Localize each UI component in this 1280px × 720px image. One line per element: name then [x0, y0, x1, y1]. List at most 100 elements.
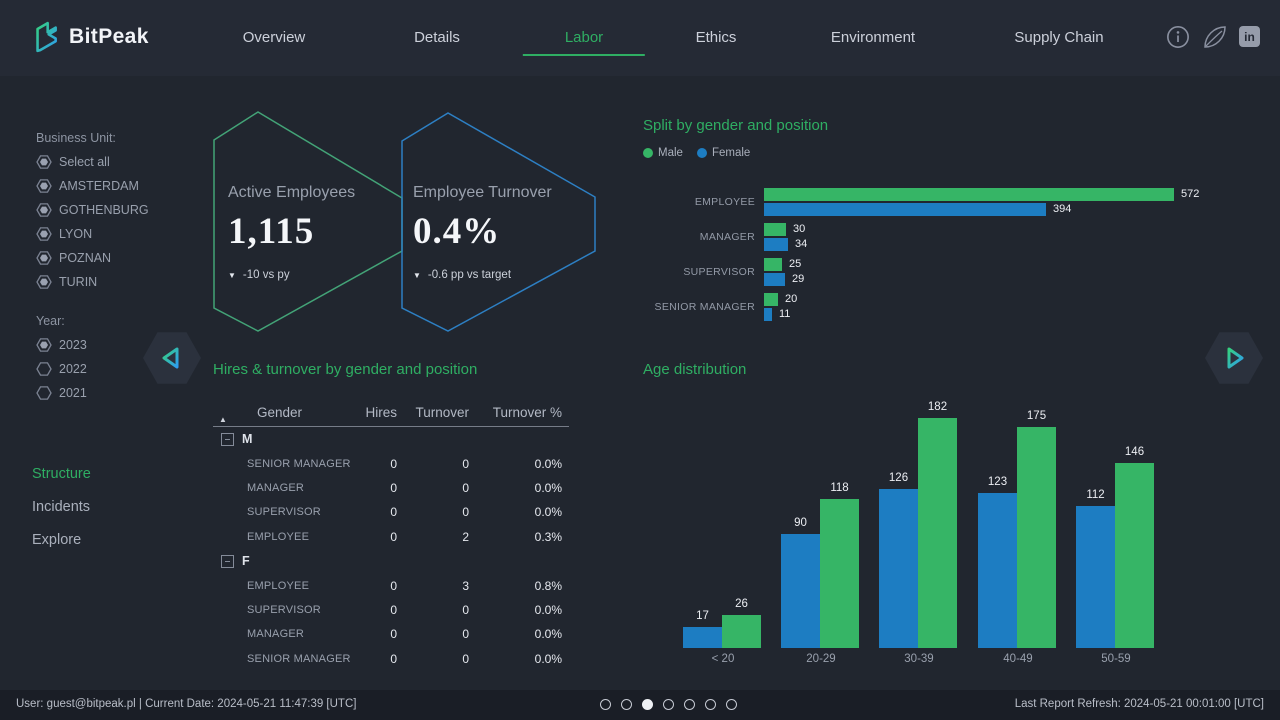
position-cell: SENIOR MANAGER	[247, 457, 351, 470]
table-row: SUPERVISOR 0 0 0.0%	[213, 500, 569, 524]
business-unit-option-poznan[interactable]: POZNAN	[36, 246, 149, 270]
page-dot-5[interactable]	[684, 699, 695, 710]
bar-value-label: 20	[785, 293, 798, 305]
female-bar[interactable]: 90	[781, 517, 820, 648]
bar-value-label: 34	[795, 238, 808, 250]
turnover-pct-cell: 0.0%	[534, 456, 562, 471]
bar-value-label: 394	[1053, 203, 1072, 215]
bar-value-label: 146	[1124, 446, 1145, 458]
page-dot-7[interactable]	[726, 699, 737, 710]
year-filter: Year: 2023 2022 2021	[36, 309, 87, 405]
turnover-pct-cell: 0.0%	[534, 480, 562, 495]
refresh-timestamp-text: Last Report Refresh: 2024-05-21 00:01:00…	[1014, 698, 1264, 710]
business-unit-option-lyon[interactable]: LYON	[36, 222, 149, 246]
male-bar[interactable]: 182	[918, 401, 957, 648]
table-group-row-m: M	[213, 427, 569, 451]
sort-ascending-icon[interactable]: ▲	[219, 415, 227, 424]
column-header-hires[interactable]: Hires	[365, 405, 397, 420]
kpi-hexagon-outlines	[213, 111, 596, 332]
male-bar[interactable]: 146	[1115, 446, 1154, 648]
nav-tab-ethics[interactable]: Ethics	[695, 29, 737, 46]
nav-tab-overview[interactable]: Overview	[242, 29, 306, 46]
group-label: F	[242, 554, 250, 569]
page-dot-1[interactable]	[600, 699, 611, 710]
legend-male[interactable]: Male	[643, 147, 683, 159]
nav-tab-labor[interactable]: Labor	[564, 29, 604, 46]
sidebar-page-structure[interactable]: Structure	[32, 466, 91, 482]
year-option-2021[interactable]: 2021	[36, 381, 87, 405]
page-dot-4[interactable]	[663, 699, 674, 710]
female-bar[interactable]: 123	[978, 476, 1017, 648]
year-option-label: 2021	[59, 386, 87, 400]
female-bar[interactable]: 126	[879, 472, 918, 648]
business-unit-option-gothenburg[interactable]: GOTHENBURG	[36, 198, 149, 222]
kpi-label: Employee Turnover	[413, 184, 552, 201]
gender-bar-pair: 25 29	[764, 257, 1243, 286]
gender-bar-pair: 20 11	[764, 292, 1243, 321]
year-option-2023[interactable]: 2023	[36, 333, 87, 357]
male-bar[interactable]: 175	[1017, 410, 1056, 648]
page-dot-3[interactable]	[642, 699, 653, 710]
bar-line: 25	[764, 257, 1243, 271]
gender-chart-legend: Male Female	[643, 147, 750, 159]
gender-bar-pair: 30 34	[764, 222, 1243, 251]
page-dot-2[interactable]	[621, 699, 632, 710]
turnover-pct-cell: 0.3%	[534, 529, 562, 544]
age-group-20: 17 26	[683, 598, 761, 648]
business-unit-option-turin[interactable]: TURIN	[36, 270, 149, 294]
male-bar[interactable]	[764, 292, 778, 306]
age-group-2029: 90 118	[781, 482, 859, 648]
column-header-turnover[interactable]: Turnover	[415, 405, 469, 420]
year-option-2022[interactable]: 2022	[36, 357, 87, 381]
business-unit-filter: Business Unit: Select all AMSTERDAM GOTHEN…	[36, 126, 149, 294]
male-bar[interactable]	[764, 187, 1174, 201]
male-bar[interactable]	[764, 257, 782, 271]
male-bar[interactable]: 118	[820, 482, 859, 648]
column-header-turnover[interactable]: Turnover %	[492, 405, 562, 420]
business-unit-option-amsterdam[interactable]: AMSTERDAM	[36, 174, 149, 198]
next-page-arrow[interactable]	[1205, 332, 1263, 384]
male-bar[interactable]: 26	[722, 598, 761, 648]
bar-value-label: 118	[830, 482, 849, 494]
female-bar[interactable]	[764, 272, 785, 286]
table-row: SUPERVISOR 0 0 0.0%	[213, 598, 569, 622]
hexagon-radio-icon	[36, 178, 52, 194]
kpi-cards: Active Employees 1,115 ▼ -10 vs py Emplo…	[195, 106, 615, 346]
bar-line: 20	[764, 292, 1243, 306]
female-bar[interactable]	[764, 307, 772, 321]
column-header-gender[interactable]: Gender	[257, 405, 303, 420]
info-icon[interactable]	[1166, 25, 1190, 49]
business-unit-option-select-all[interactable]: Select all	[36, 150, 149, 174]
age-category-label: 30-39	[904, 653, 934, 665]
table-header-row[interactable]: ▲ Gender Hires Turnover Turnover %	[213, 388, 569, 427]
collapse-icon[interactable]	[221, 432, 234, 446]
hires-cell: 0	[390, 480, 397, 495]
nav-tab-details[interactable]: Details	[414, 29, 460, 46]
sidebar-page-incidents[interactable]: Incidents	[32, 499, 91, 515]
collapse-icon[interactable]	[221, 554, 234, 568]
female-bar[interactable]: 17	[683, 610, 722, 648]
leaf-icon[interactable]	[1202, 24, 1226, 48]
sidebar-page-explore[interactable]: Explore	[32, 532, 82, 548]
hires-cell: 0	[390, 505, 397, 520]
male-bar[interactable]	[764, 222, 786, 236]
nav-tab-environment[interactable]: Environment	[830, 29, 916, 46]
turnover-pct-cell: 0.0%	[534, 602, 562, 617]
legend-dot-icon	[696, 148, 707, 158]
linkedin-icon[interactable]: in	[1238, 25, 1262, 49]
female-bar[interactable]	[764, 237, 788, 251]
nav-tab-supply-chain[interactable]: Supply Chain	[1014, 29, 1104, 46]
legend-female[interactable]: Female	[696, 147, 750, 159]
gender-category-label: SUPERVISOR	[683, 265, 755, 278]
position-cell: EMPLOYEE	[247, 530, 310, 543]
table-row: SENIOR MANAGER 0 0 0.0%	[213, 451, 569, 475]
user-session-text: User: guest@bitpeak.pl | Current Date: 2…	[16, 698, 357, 710]
female-bar[interactable]	[764, 202, 1046, 216]
table-row: MANAGER 0 0 0.0%	[213, 476, 569, 500]
female-bar[interactable]: 112	[1076, 489, 1115, 648]
report-page-links: Structure Incidents Explore	[32, 458, 91, 557]
year-option-label: 2023	[59, 338, 87, 352]
page-dot-6[interactable]	[705, 699, 716, 710]
hexagon-radio-icon	[36, 154, 52, 170]
prev-page-arrow[interactable]	[143, 332, 201, 384]
